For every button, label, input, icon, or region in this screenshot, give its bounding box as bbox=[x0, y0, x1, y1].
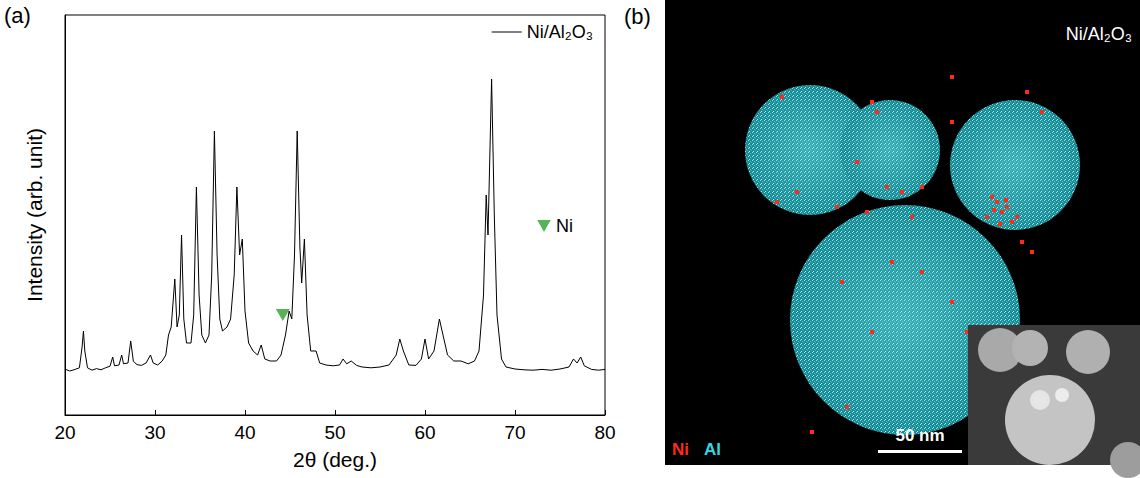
svg-text:Ni/Al₂O₃: Ni/Al₂O₃ bbox=[527, 22, 593, 42]
svg-text:20: 20 bbox=[54, 422, 75, 443]
svg-text:Intensity (arb. unit): Intensity (arb. unit) bbox=[23, 128, 46, 302]
svg-text:(a): (a) bbox=[4, 3, 31, 28]
svg-text:Ni: Ni bbox=[672, 440, 689, 459]
svg-text:60: 60 bbox=[414, 422, 435, 443]
svg-text:Ni/Al₂O₃: Ni/Al₂O₃ bbox=[1066, 24, 1132, 44]
svg-text:2θ (deg.): 2θ (deg.) bbox=[293, 448, 377, 471]
svg-text:70: 70 bbox=[504, 422, 525, 443]
svg-text:50 nm: 50 nm bbox=[895, 426, 944, 445]
svg-text:(b): (b) bbox=[624, 4, 651, 29]
svg-text:Ni: Ni bbox=[556, 216, 573, 236]
svg-text:40: 40 bbox=[234, 422, 255, 443]
svg-text:Al: Al bbox=[704, 440, 721, 459]
svg-text:50: 50 bbox=[324, 422, 345, 443]
svg-text:30: 30 bbox=[144, 422, 165, 443]
svg-text:80: 80 bbox=[594, 422, 615, 443]
